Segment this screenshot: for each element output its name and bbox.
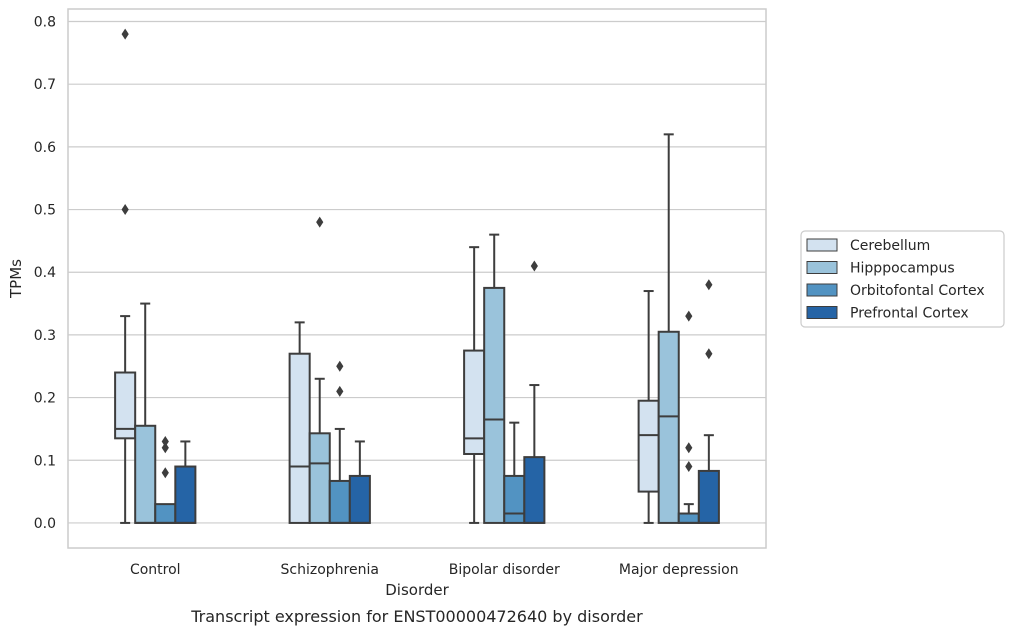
box-1-1 xyxy=(308,216,331,524)
box-0-2 xyxy=(154,435,177,524)
outlier-point xyxy=(336,360,344,372)
x-tick-label: Major depression xyxy=(619,562,739,578)
legend-label: Prefrontal Cortex xyxy=(850,306,969,322)
box-body xyxy=(328,479,351,524)
box-body xyxy=(697,469,720,524)
outlier-point xyxy=(161,442,169,454)
y-tick-label: 0.7 xyxy=(34,77,56,93)
legend-label: Cerebellum xyxy=(850,238,930,254)
x-axis-title: Disorder xyxy=(385,581,449,599)
legend-swatch xyxy=(806,283,838,297)
y-tick-labels: 0.0 0.1 0.2 0.3 0.4 0.5 0.6 0.7 0.8 xyxy=(34,15,56,532)
outlier-point xyxy=(121,204,129,216)
x-tick-labels: Control Schizophrenia Bipolar disorder Majo… xyxy=(130,562,739,578)
box-body xyxy=(677,512,700,524)
y-tick-label: 0.5 xyxy=(34,203,56,219)
box-0-1 xyxy=(134,302,157,524)
legend-swatch xyxy=(806,238,838,252)
y-tick-label: 0.2 xyxy=(34,391,56,407)
box-body xyxy=(657,330,680,524)
box-body xyxy=(308,432,331,524)
outlier-point xyxy=(530,260,538,272)
box-0-3 xyxy=(174,440,197,524)
box-body xyxy=(288,352,311,524)
outlier-point xyxy=(685,442,693,454)
outlier-point xyxy=(685,461,693,473)
box-0-0 xyxy=(114,28,137,524)
x-tick-label: Control xyxy=(130,562,181,578)
outlier-point xyxy=(316,216,324,228)
legend-label: Hipppocampus xyxy=(850,261,955,277)
outlier-point xyxy=(161,467,169,479)
y-tick-label: 0.4 xyxy=(34,265,56,281)
legend: Cerebellum Hipppocampus Orbitofontal Corte… xyxy=(800,230,1005,328)
box-body xyxy=(503,474,526,524)
box-2-0 xyxy=(463,246,486,524)
outlier-point xyxy=(705,348,713,360)
box-body xyxy=(174,465,197,524)
outlier-point xyxy=(705,279,713,291)
y-tick-label: 0.6 xyxy=(34,140,56,156)
box-body xyxy=(348,474,371,524)
y-tick-label: 0.1 xyxy=(34,453,56,469)
box-1-3 xyxy=(348,440,371,524)
box-body xyxy=(114,371,137,440)
box-body xyxy=(154,503,177,524)
plot-frame xyxy=(67,8,767,549)
box-body xyxy=(134,424,157,524)
box-3-1 xyxy=(657,133,680,524)
box-3-3 xyxy=(697,279,720,524)
box-body xyxy=(523,456,546,524)
y-tick-label: 0.0 xyxy=(34,516,56,532)
box-3-0 xyxy=(637,290,660,524)
legend-label: Orbitofontal Cortex xyxy=(850,283,985,299)
outlier-point xyxy=(685,310,693,322)
box-series xyxy=(114,28,720,524)
legend-frame xyxy=(800,230,1005,328)
figure-caption: Transcript expression for ENST0000047264… xyxy=(190,607,643,626)
box-body xyxy=(483,286,506,524)
x-tick-label: Schizophrenia xyxy=(281,562,379,578)
outlier-point xyxy=(121,28,129,40)
box-2-3 xyxy=(523,260,546,524)
x-tick-label: Bipolar disorder xyxy=(449,562,560,578)
y-axis-title: TPMs xyxy=(7,259,25,299)
y-tick-label: 0.8 xyxy=(34,15,56,31)
box-2-1 xyxy=(483,233,506,524)
box-body xyxy=(637,399,660,493)
y-tick-label: 0.3 xyxy=(34,328,56,344)
outlier-point xyxy=(161,435,169,447)
legend-swatch xyxy=(806,261,838,274)
legend-swatch xyxy=(806,306,838,319)
outlier-point xyxy=(336,385,344,397)
